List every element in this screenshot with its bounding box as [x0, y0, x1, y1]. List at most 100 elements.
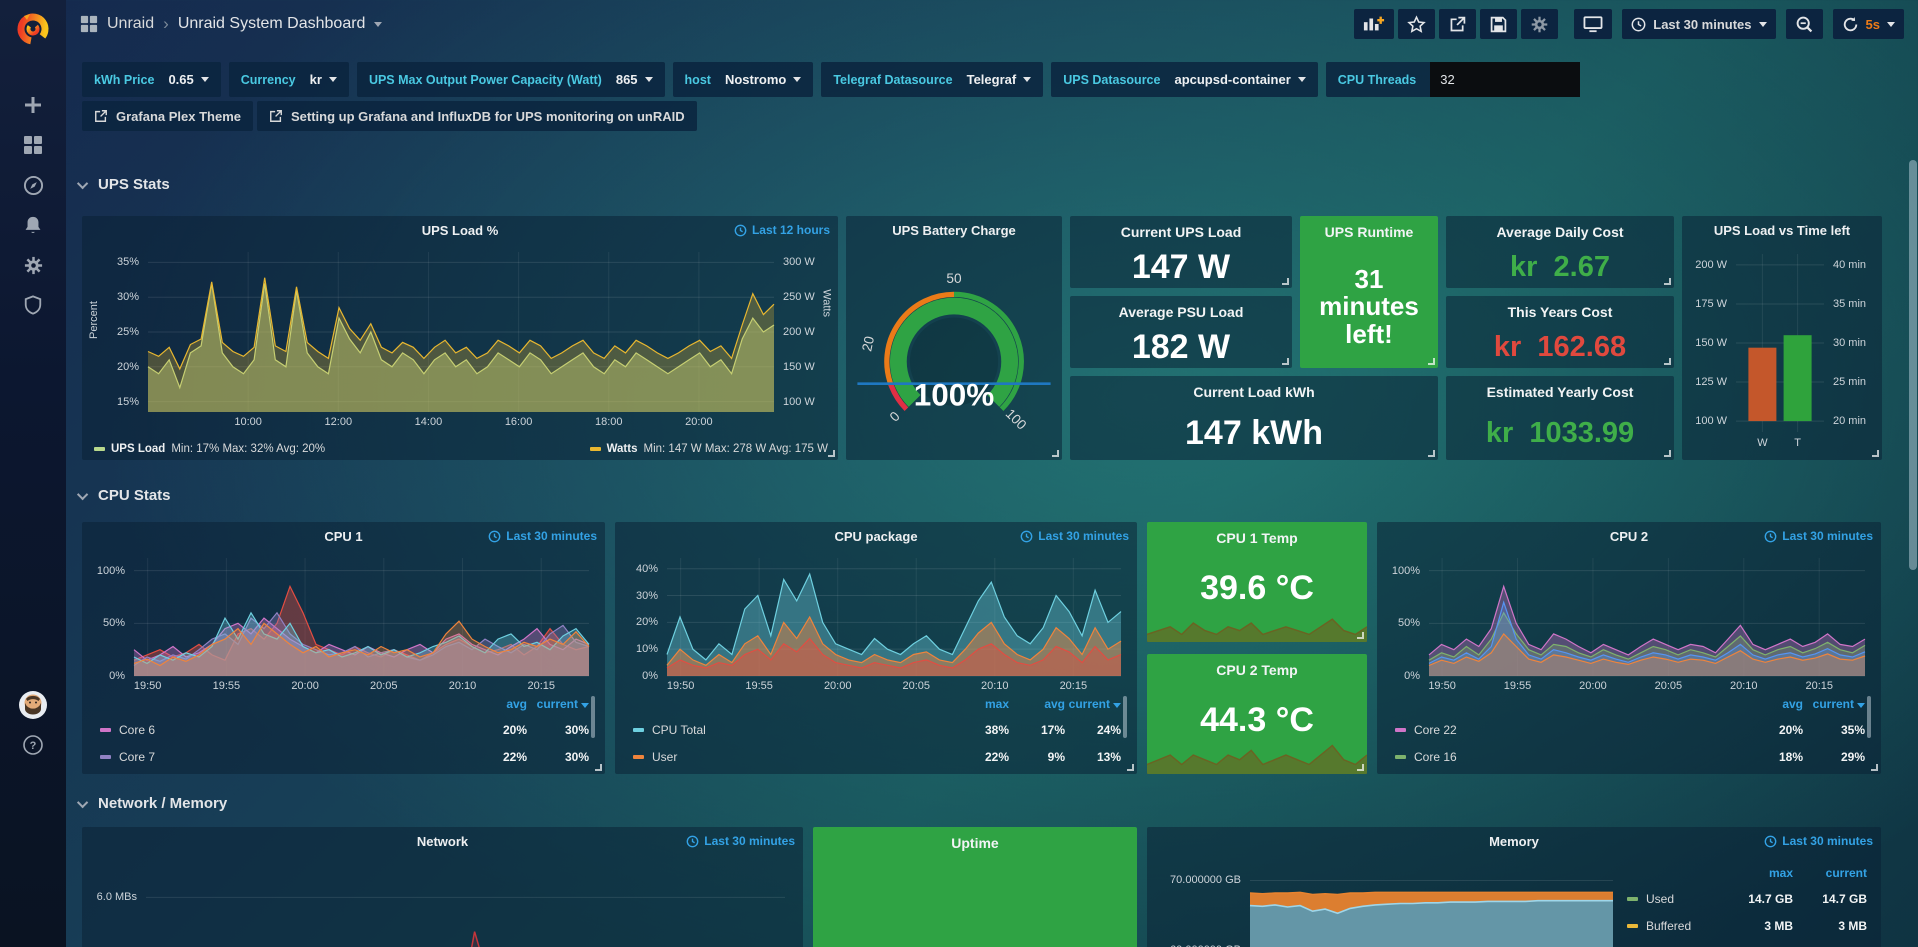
legend-sort-column[interactable]: avg	[1782, 697, 1803, 711]
resize-handle[interactable]	[1052, 450, 1059, 457]
axis-tick-label: 100%	[1391, 564, 1420, 577]
cpu-threads-input[interactable]	[1430, 62, 1581, 97]
save-dashboard-button[interactable]	[1480, 9, 1518, 39]
resize-handle[interactable]	[1664, 278, 1671, 285]
series-name[interactable]: Buffered	[1646, 919, 1692, 933]
breadcrumb-dashboard-title[interactable]: Unraid System Dashboard	[177, 15, 366, 32]
panel-time-range[interactable]: Last 30 minutes	[488, 529, 597, 543]
series-name[interactable]: Core 22	[1414, 723, 1457, 737]
panel-time-range[interactable]: Last 30 minutes	[1764, 834, 1873, 848]
legend-sort-column[interactable]: max	[984, 697, 1009, 711]
variable-value[interactable]: Nostromo	[725, 72, 802, 87]
resize-handle[interactable]	[1357, 764, 1364, 771]
axis-tick-label: 15%	[116, 395, 139, 408]
panel-time-range[interactable]: Last 30 minutes	[1020, 529, 1129, 543]
legend-scrollbar[interactable]	[1123, 696, 1127, 738]
resize-handle[interactable]	[1664, 358, 1671, 365]
sidebar-item-server-admin[interactable]	[0, 286, 66, 324]
panel-time-range[interactable]: Last 12 hours	[734, 223, 830, 237]
resize-handle[interactable]	[1428, 358, 1435, 365]
panel-time-range[interactable]: Last 30 minutes	[1764, 529, 1873, 543]
sidebar-item-alerting[interactable]	[0, 206, 66, 244]
panel-title[interactable]: UPS Battery Charge	[892, 223, 1016, 238]
variable-kwh-price[interactable]: kWh Price 0.65	[82, 62, 221, 97]
section-ups-stats[interactable]: UPS Stats	[76, 176, 170, 193]
grafana-logo[interactable]	[0, 6, 66, 50]
panel-title[interactable]: CPU 2	[1609, 529, 1649, 544]
link-ups-monitoring-guide[interactable]: Setting up Grafana and InfluxDB for UPS …	[257, 101, 697, 131]
refresh-picker[interactable]: 5s	[1832, 9, 1904, 39]
series-name[interactable]: Core 16	[1414, 750, 1457, 764]
resize-handle[interactable]	[1428, 450, 1435, 457]
variable-value[interactable]: 0.65	[168, 72, 209, 87]
panel-title[interactable]: UPS Load %	[421, 223, 499, 238]
legend-item[interactable]: UPS Load Min: 17% Max: 32% Avg: 20%	[94, 443, 325, 455]
series-name[interactable]: CPU Total	[652, 723, 706, 737]
series-name[interactable]: User	[652, 750, 678, 764]
legend-scrollbar[interactable]	[591, 696, 595, 738]
legend-sort-column[interactable]: current	[1065, 697, 1121, 711]
dashboard-settings-button[interactable]	[1521, 9, 1559, 39]
series-name[interactable]: Core 7	[119, 750, 156, 764]
ups-bar-chart: 200 W 40 min 175 W 35 min 150 W 30 min 125 W 25…	[1688, 248, 1876, 454]
variable-value[interactable]: apcupsd-container	[1174, 72, 1306, 87]
variable-value[interactable]: Telegraf	[967, 72, 1032, 87]
sidebar-item-configuration[interactable]	[0, 246, 66, 284]
share-dashboard-button[interactable]	[1439, 9, 1477, 39]
panel-title[interactable]: Network	[416, 834, 469, 849]
time-range-picker[interactable]: Last 30 minutes	[1622, 9, 1776, 39]
legend-scrollbar[interactable]	[1867, 696, 1871, 738]
panel-time-range[interactable]: Last 30 minutes	[686, 834, 795, 848]
resize-handle[interactable]	[1282, 278, 1289, 285]
resize-handle[interactable]	[595, 764, 602, 771]
legend-sort-column[interactable]: current	[1825, 866, 1867, 880]
legend-sort-column[interactable]: current	[1803, 697, 1865, 711]
breadcrumb-folder[interactable]: Unraid	[107, 15, 155, 32]
series-name[interactable]: Used	[1646, 892, 1675, 906]
legend-sort-column[interactable]: current	[527, 697, 589, 711]
sidebar-item-explore[interactable]	[0, 166, 66, 204]
resize-handle[interactable]	[1664, 450, 1671, 457]
link-grafana-plex-theme[interactable]: Grafana Plex Theme	[82, 101, 253, 131]
clock-icon	[686, 835, 699, 847]
page-scrollbar[interactable]	[1909, 160, 1917, 570]
panel-title[interactable]: CPU package	[834, 529, 918, 544]
panel-title[interactable]: Memory	[1489, 834, 1539, 849]
legend-sort-column[interactable]: max	[1768, 866, 1793, 880]
add-panel-button[interactable]	[1354, 9, 1395, 39]
variable-telegraf-datasource[interactable]: Telegraf Datasource Telegraf	[821, 62, 1044, 97]
variable-currency[interactable]: Currency kr	[228, 62, 349, 97]
resize-handle[interactable]	[828, 450, 835, 457]
axis-tick-label: 10%	[635, 643, 658, 656]
variable-host[interactable]: host Nostromo	[672, 62, 814, 97]
legend-sort-column[interactable]: avg	[506, 697, 527, 711]
series-name[interactable]: Core 6	[119, 723, 156, 737]
tv-mode-button[interactable]	[1574, 9, 1613, 39]
user-avatar[interactable]	[0, 686, 66, 724]
panel-title[interactable]: CPU 1	[324, 529, 363, 544]
section-network-memory[interactable]: Network / Memory	[76, 795, 227, 812]
refresh-interval-label: 5s	[1865, 16, 1880, 32]
resize-handle[interactable]	[1871, 764, 1878, 771]
legend-sort-column[interactable]: avg	[1044, 697, 1065, 711]
resize-handle[interactable]	[1127, 764, 1134, 771]
resize-handle[interactable]	[1872, 450, 1879, 457]
variable-ups-max-output[interactable]: UPS Max Output Power Capacity (Watt) 865	[356, 62, 665, 97]
zoom-out-time-button[interactable]	[1785, 9, 1823, 39]
cpu-package-legend: max avg current CPU Total 38% 17% 24% User 22% 9%…	[633, 694, 1127, 768]
variable-value[interactable]: kr	[310, 72, 337, 87]
sidebar-item-help[interactable]: ?	[0, 726, 66, 764]
variable-ups-datasource[interactable]: UPS Datasource apcupsd-container	[1051, 62, 1318, 97]
legend-item[interactable]: Watts Min: 147 W Max: 278 W Avg: 175 W	[589, 443, 828, 455]
sidebar-item-dashboards[interactable]	[0, 126, 66, 164]
axis-tick-label: 70.000000 GB	[1170, 874, 1241, 887]
section-cpu-stats[interactable]: CPU Stats	[76, 487, 171, 504]
resize-handle[interactable]	[1357, 632, 1364, 639]
star-dashboard-button[interactable]	[1398, 9, 1436, 39]
panel-title[interactable]: UPS Load vs Time left	[1713, 223, 1851, 238]
axis-tick-label: 100 W	[783, 395, 815, 408]
sidebar-item-create[interactable]	[0, 86, 66, 124]
resize-handle[interactable]	[1282, 358, 1289, 365]
variable-value[interactable]: 865	[616, 72, 653, 87]
chevron-down-icon[interactable]	[374, 21, 383, 27]
